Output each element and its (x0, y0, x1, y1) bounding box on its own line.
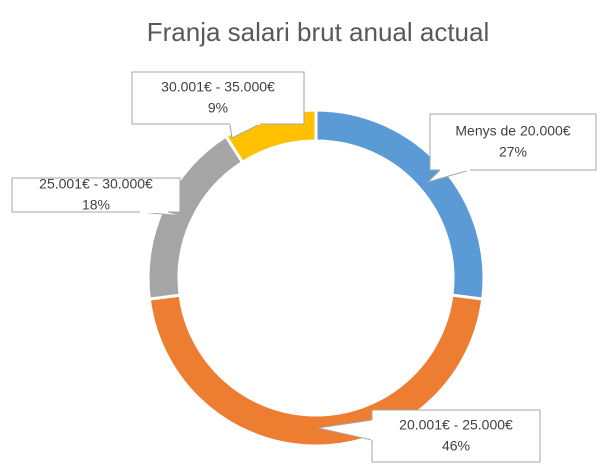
slice-category: 20.001€ - 25.000€ (399, 417, 513, 433)
callout-box (131, 71, 305, 125)
slice-category: 25.001€ - 30.000€ (39, 176, 153, 192)
callout-box (371, 409, 541, 463)
slice-category: Menys de 20.000€ (455, 123, 570, 139)
slice-category: 30.001€ - 35.000€ (161, 79, 275, 95)
slice-value: 46% (442, 438, 470, 454)
slice-value: 27% (499, 144, 527, 160)
slice-value: 9% (208, 100, 228, 116)
slice-value: 18% (82, 197, 110, 213)
chart-title: Franja salari brut anual actual (147, 17, 490, 47)
donut-slice (146, 134, 245, 301)
callout-box (11, 177, 181, 213)
callout-box (429, 113, 597, 171)
